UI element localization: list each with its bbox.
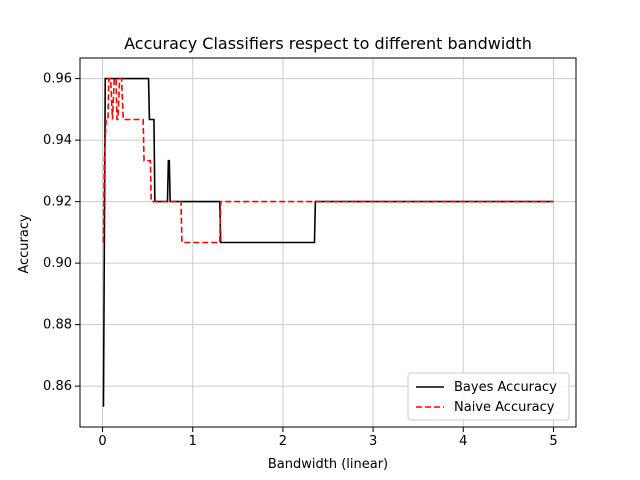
bayes-accuracy-line: [102, 77, 554, 407]
legend-box: [407, 372, 570, 421]
y-axis-label: Accuracy: [17, 214, 32, 274]
y-tick-label: 0.86: [43, 379, 72, 394]
y-tick-label: 0.88: [43, 318, 72, 333]
legend: Bayes Accuracy Naive Accuracy: [407, 372, 570, 421]
y-tick-label: 0.92: [43, 195, 72, 210]
x-tick-label: 0: [98, 434, 106, 449]
plot-frame: [79, 57, 577, 428]
x-axis-label: Bandwidth (linear): [268, 457, 388, 472]
y-tick-label: 0.96: [43, 72, 72, 87]
x-tick-label: 1: [189, 434, 197, 449]
grid-lines: [80, 58, 576, 427]
chart-title: Accuracy Classifiers respect to differen…: [124, 34, 532, 53]
legend-label-naive: Naive Accuracy: [454, 400, 555, 415]
x-tick-label: 3: [369, 434, 377, 449]
series-lines: [102, 77, 554, 407]
naive-accuracy-line: [102, 77, 554, 244]
x-tick-label: 2: [279, 434, 287, 449]
x-tick-label: 5: [549, 434, 557, 449]
axis-ticks: 0 1 2 3 4 5 0.86 0.88 0.90 0.92 0.94 0.96: [43, 72, 558, 449]
legend-label-bayes: Bayes Accuracy: [454, 380, 557, 395]
y-tick-label: 0.94: [43, 133, 72, 148]
x-tick-label: 4: [459, 434, 467, 449]
y-tick-label: 0.90: [43, 256, 72, 271]
